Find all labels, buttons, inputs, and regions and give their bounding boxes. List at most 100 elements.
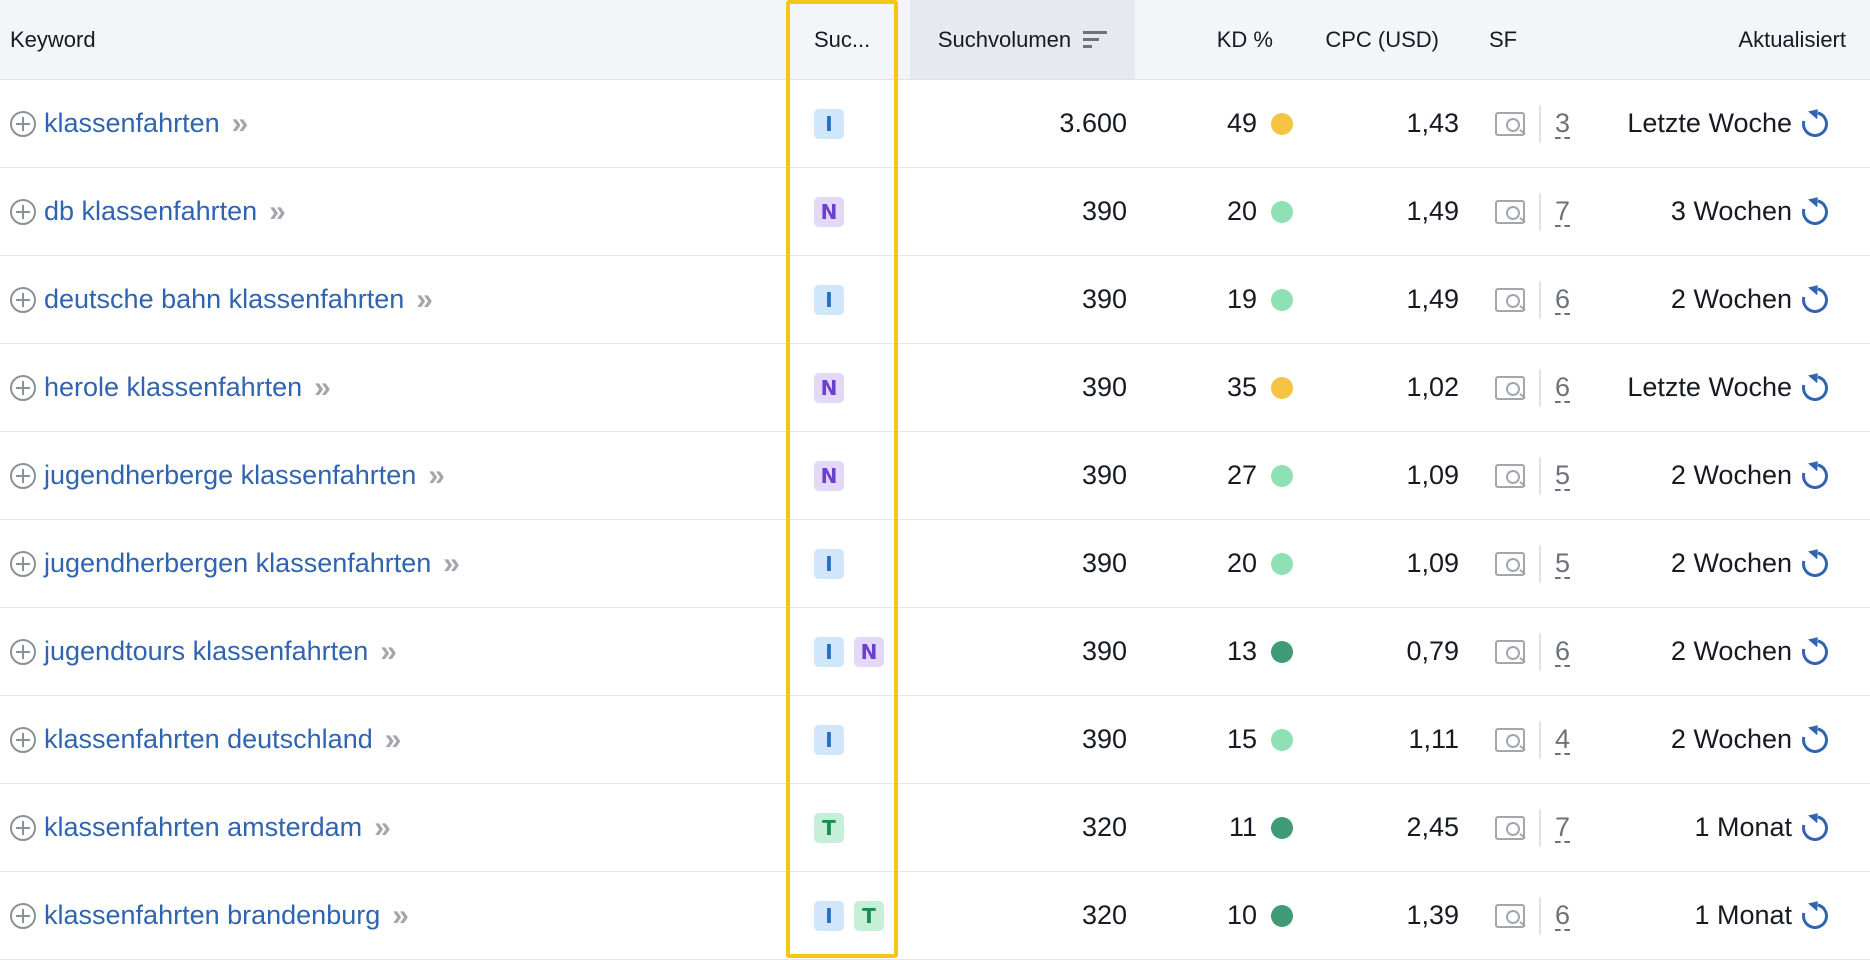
serp-features-icon[interactable] xyxy=(1495,199,1525,224)
serp-features-icon[interactable] xyxy=(1495,815,1525,840)
refresh-icon[interactable] xyxy=(1797,369,1833,406)
keyword-link[interactable]: jugendtours klassenfahrten xyxy=(44,636,369,666)
intent-badge-t[interactable]: T xyxy=(854,900,884,931)
sf-divider xyxy=(1539,192,1541,231)
sf-count[interactable]: 6 xyxy=(1555,635,1571,667)
serp-features-icon[interactable] xyxy=(1495,287,1525,312)
intent-badge-t[interactable]: T xyxy=(814,812,844,843)
intent-badge-i[interactable]: I xyxy=(814,284,844,315)
keyword-cell: klassenfahrten amsterdam » xyxy=(0,784,790,871)
kd-cell: 27 xyxy=(1135,432,1295,519)
intent-badge-n[interactable]: N xyxy=(854,636,884,667)
intent-cell: I xyxy=(790,80,900,167)
add-keyword-icon[interactable] xyxy=(10,638,36,665)
keyword-overview-icon[interactable]: » xyxy=(428,458,445,492)
intent-badge-i[interactable]: I xyxy=(814,724,844,755)
keyword-overview-icon[interactable]: » xyxy=(269,194,286,228)
add-keyword-icon[interactable] xyxy=(10,110,36,137)
sf-count[interactable]: 5 xyxy=(1555,547,1571,579)
keyword-link[interactable]: jugendherberge klassenfahrten xyxy=(44,460,417,490)
keyword-link[interactable]: klassenfahrten deutschland xyxy=(44,724,373,754)
sf-count[interactable]: 6 xyxy=(1555,899,1571,931)
header-sf[interactable]: SF xyxy=(1489,26,1518,52)
refresh-icon[interactable] xyxy=(1797,633,1833,670)
add-keyword-icon[interactable] xyxy=(10,814,36,841)
intent-badge-i[interactable]: I xyxy=(814,548,844,579)
sf-cell: 6 xyxy=(1465,344,1575,431)
refresh-icon[interactable] xyxy=(1797,105,1833,142)
keyword-link[interactable]: deutsche bahn klassenfahrten xyxy=(44,284,405,314)
intent-badge-i[interactable]: I xyxy=(814,900,844,931)
keyword-cell: db klassenfahrten » xyxy=(0,168,790,255)
header-keyword[interactable]: Keyword xyxy=(10,26,96,52)
sf-count[interactable]: 6 xyxy=(1555,283,1571,315)
intent-badge-n[interactable]: N xyxy=(814,372,844,403)
keyword-link[interactable]: jugendherbergen klassenfahrten xyxy=(44,548,432,578)
keyword-link[interactable]: klassenfahrten xyxy=(44,108,220,138)
serp-features-icon[interactable] xyxy=(1495,463,1525,488)
add-keyword-icon[interactable] xyxy=(10,286,36,313)
serp-features-icon[interactable] xyxy=(1495,551,1525,576)
sf-cell: 6 xyxy=(1465,608,1575,695)
keyword-overview-icon[interactable]: » xyxy=(380,634,397,668)
intent-badge-i[interactable]: I xyxy=(814,636,844,667)
header-intent[interactable]: Suc... xyxy=(814,26,871,52)
kd-value: 49 xyxy=(1226,108,1257,138)
add-keyword-icon[interactable] xyxy=(10,198,36,225)
kd-indicator xyxy=(1271,552,1293,575)
sf-count[interactable]: 7 xyxy=(1555,195,1571,227)
sf-count[interactable]: 7 xyxy=(1555,811,1571,843)
refresh-icon[interactable] xyxy=(1797,281,1833,318)
sf-divider xyxy=(1539,456,1541,495)
serp-features-icon[interactable] xyxy=(1495,903,1525,928)
keyword-link[interactable]: klassenfahrten brandenburg xyxy=(44,900,381,930)
add-keyword-icon[interactable] xyxy=(10,550,36,577)
keyword-overview-icon[interactable]: » xyxy=(392,898,409,932)
refresh-icon[interactable] xyxy=(1797,545,1833,582)
refresh-icon[interactable] xyxy=(1797,809,1833,846)
table-body: klassenfahrten » I 3.600 49 1,43 3 Letzt… xyxy=(0,80,1870,960)
sf-cell: 7 xyxy=(1465,168,1575,255)
sf-count[interactable]: 4 xyxy=(1555,723,1571,755)
header-updated[interactable]: Aktualisiert xyxy=(1738,26,1846,52)
header-cpc[interactable]: CPC (USD) xyxy=(1325,26,1439,52)
keyword-overview-icon[interactable]: » xyxy=(231,106,249,140)
kd-indicator xyxy=(1271,816,1293,839)
sf-count[interactable]: 6 xyxy=(1555,371,1571,403)
updated-cell: 1 Monat xyxy=(1575,784,1870,871)
intent-badge-n[interactable]: N xyxy=(814,460,844,491)
header-kd[interactable]: KD % xyxy=(1216,26,1273,52)
add-keyword-icon[interactable] xyxy=(10,726,36,753)
keyword-overview-icon[interactable]: » xyxy=(384,722,402,756)
intent-badge-i[interactable]: I xyxy=(814,108,844,139)
header-volume[interactable]: Suchvolumen xyxy=(910,0,1135,79)
intent-badge-n[interactable]: N xyxy=(814,196,844,227)
sf-count[interactable]: 3 xyxy=(1555,107,1571,139)
serp-features-icon[interactable] xyxy=(1495,639,1525,664)
volume-cell: 390 xyxy=(1081,636,1127,666)
refresh-icon[interactable] xyxy=(1797,193,1833,230)
keyword-link[interactable]: herole klassenfahrten xyxy=(44,372,303,402)
add-keyword-icon[interactable] xyxy=(10,902,36,929)
refresh-icon[interactable] xyxy=(1797,457,1833,494)
serp-features-icon[interactable] xyxy=(1495,375,1525,400)
keyword-link[interactable]: db klassenfahrten xyxy=(44,196,258,226)
kd-indicator xyxy=(1271,200,1293,223)
keyword-overview-icon[interactable]: » xyxy=(314,370,331,404)
refresh-icon[interactable] xyxy=(1797,897,1833,934)
serp-features-icon[interactable] xyxy=(1495,727,1525,752)
keyword-overview-icon[interactable]: » xyxy=(416,282,433,316)
serp-features-icon[interactable] xyxy=(1495,111,1525,136)
refresh-icon[interactable] xyxy=(1797,721,1833,758)
add-keyword-icon[interactable] xyxy=(10,462,36,489)
keyword-link[interactable]: klassenfahrten amsterdam xyxy=(44,812,363,842)
intent-cell: N xyxy=(790,432,900,519)
keyword-cell: herole klassenfahrten » xyxy=(0,344,790,431)
cpc-cell: 1,02 xyxy=(1406,372,1459,402)
add-keyword-icon[interactable] xyxy=(10,374,36,401)
sf-count[interactable]: 5 xyxy=(1555,459,1571,491)
sf-cell: 6 xyxy=(1465,872,1575,959)
keyword-overview-icon[interactable]: » xyxy=(374,810,391,844)
keyword-overview-icon[interactable]: » xyxy=(443,546,460,580)
